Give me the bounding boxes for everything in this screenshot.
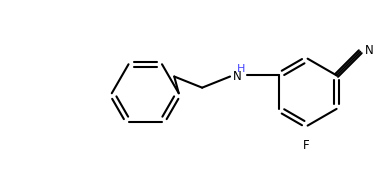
Text: H: H (237, 64, 245, 74)
Text: F: F (303, 139, 310, 152)
Text: N: N (232, 70, 241, 83)
Text: N: N (365, 44, 374, 57)
